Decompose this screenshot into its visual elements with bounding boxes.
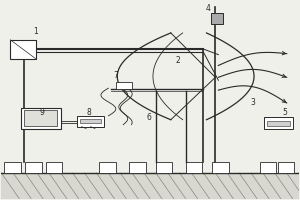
Text: 6: 6	[146, 113, 151, 122]
Bar	[186, 162, 202, 173]
Bar	[10, 40, 36, 59]
Text: 5: 5	[283, 108, 288, 117]
Bar	[25, 162, 41, 173]
Text: 9: 9	[39, 108, 44, 117]
Bar	[2, 173, 298, 199]
Bar	[278, 162, 294, 173]
Text: 3: 3	[250, 98, 255, 107]
Bar	[260, 162, 276, 173]
Text: 8: 8	[87, 108, 92, 117]
Bar	[4, 162, 21, 173]
Text: 4: 4	[206, 4, 210, 13]
Text: 7: 7	[113, 71, 118, 80]
Bar	[264, 117, 293, 129]
Bar	[212, 162, 229, 173]
Bar	[80, 119, 101, 123]
Bar	[21, 108, 61, 129]
Bar	[129, 162, 146, 173]
Bar	[24, 110, 57, 126]
Bar	[211, 13, 223, 24]
Text: 1: 1	[33, 27, 38, 36]
Bar	[156, 162, 172, 173]
Bar	[116, 82, 132, 89]
Bar	[77, 116, 104, 127]
Text: 2: 2	[176, 56, 181, 65]
Bar	[100, 162, 116, 173]
Bar	[46, 162, 62, 173]
Bar	[267, 121, 290, 126]
